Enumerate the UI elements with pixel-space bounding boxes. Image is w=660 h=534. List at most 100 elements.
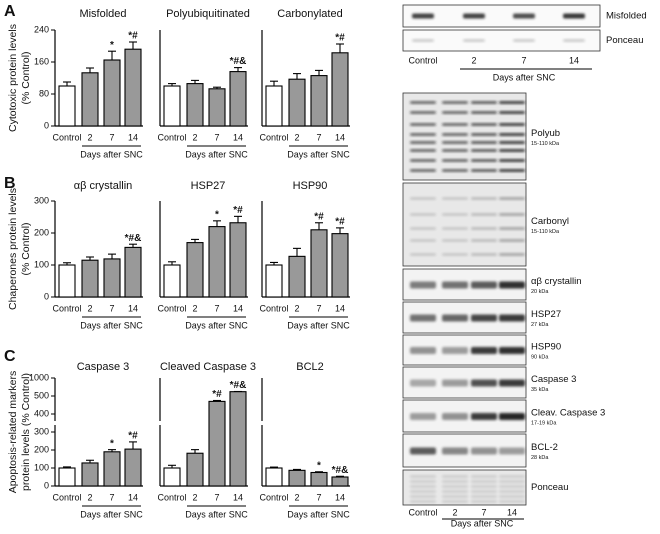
- blot-band: [499, 239, 525, 242]
- panel-title: Misfolded: [79, 8, 126, 20]
- blot-band: [499, 281, 525, 289]
- lane-label: 14: [507, 507, 517, 517]
- blot-label: Cleav. Caspase 3: [531, 408, 605, 419]
- blot-size: 35 kDa: [531, 387, 549, 393]
- x-axis-label: Days after SNC: [287, 149, 350, 159]
- y-axis-label: protein levels (% Control): [20, 373, 32, 491]
- blot-band: [442, 495, 468, 498]
- blot-size: 90 kDa: [531, 354, 549, 360]
- x-tick-label: Control: [157, 132, 186, 142]
- blot-band: [471, 101, 497, 104]
- y-tick-label: 0: [44, 480, 49, 490]
- x-tick-label: 14: [128, 303, 138, 313]
- x-tick-label: 2: [192, 303, 197, 313]
- blot-label: HSP90: [531, 342, 561, 353]
- y-axis-label: Chaperones protein levels: [7, 188, 19, 310]
- blot-band: [499, 213, 525, 216]
- blot-band: [442, 133, 468, 136]
- blot-band: [442, 379, 468, 387]
- y-tick-label: 200: [34, 227, 49, 237]
- y-tick-label: 1000: [29, 372, 49, 382]
- blot-label: HSP27: [531, 309, 561, 320]
- blot-band: [412, 39, 434, 42]
- blot-band: [499, 447, 525, 455]
- bar: [331, 52, 349, 127]
- x-axis-label: Days after SNC: [185, 320, 248, 330]
- y-tick-label: 0: [44, 120, 49, 130]
- x-tick-label: 14: [128, 492, 138, 502]
- blot-label: Polyub: [531, 128, 560, 139]
- blot-frame: [402, 182, 527, 267]
- blot-band: [563, 13, 585, 19]
- blot-band: [471, 123, 497, 126]
- blot-band: [563, 39, 585, 42]
- blot-band: [499, 413, 525, 420]
- blot-band: [471, 490, 497, 493]
- blot-band: [410, 197, 436, 200]
- blot-band: [471, 475, 497, 478]
- bar: [58, 264, 76, 298]
- lane-axis-label: Days after SNC: [493, 72, 556, 82]
- blot-band: [499, 490, 525, 493]
- lane-label: Control: [408, 55, 437, 65]
- blot-band: [442, 239, 468, 242]
- bar: [58, 467, 76, 487]
- blot-band: [442, 413, 468, 420]
- blot-band: [463, 13, 485, 19]
- blot-band: [499, 475, 525, 478]
- blot-band: [410, 133, 436, 136]
- bar: [163, 264, 181, 298]
- bar: [310, 229, 328, 298]
- blot-frame: [402, 29, 601, 52]
- blot-band: [499, 123, 525, 126]
- x-tick-label: 7: [214, 132, 219, 142]
- x-axis-label: Days after SNC: [80, 320, 143, 330]
- blot-band: [410, 495, 436, 498]
- x-tick-label: 14: [233, 303, 243, 313]
- bar: [288, 469, 306, 487]
- bar: [229, 71, 247, 127]
- bar: [103, 59, 121, 127]
- bar: [103, 258, 121, 298]
- significance-label: *: [110, 438, 114, 449]
- blot-band: [410, 480, 436, 483]
- panel-title: Cleaved Caspase 3: [160, 361, 256, 373]
- blot-label: Carbonyl: [531, 216, 569, 227]
- blot-band: [442, 213, 468, 216]
- x-tick-label: Control: [52, 132, 81, 142]
- significance-label: *#: [212, 389, 222, 400]
- blot-band: [499, 227, 525, 230]
- blot-band: [442, 169, 468, 172]
- blot-band: [410, 347, 436, 354]
- x-axis-label: Days after SNC: [287, 320, 350, 330]
- bar: [208, 400, 226, 487]
- blot-size: 15-110 kDa: [531, 141, 560, 147]
- bar: [265, 264, 283, 298]
- blot-band: [463, 39, 485, 42]
- blot-band: [410, 169, 436, 172]
- y-tick-label: 200: [34, 444, 49, 454]
- blot-band: [471, 141, 497, 144]
- y-axis-label: Cytotoxic protein levels: [7, 24, 19, 132]
- blot-band: [410, 413, 436, 420]
- bar: [186, 242, 204, 298]
- bar: [81, 72, 99, 127]
- blot-band: [410, 314, 436, 322]
- y-tick-label: 100: [34, 462, 49, 472]
- blot-frame: [402, 92, 527, 181]
- blot-band: [410, 490, 436, 493]
- blot-band: [471, 495, 497, 498]
- blot-band: [471, 159, 497, 162]
- blot-band: [499, 347, 525, 354]
- blot-size: 27 kDa: [531, 322, 549, 328]
- significance-label: *: [317, 460, 321, 471]
- blot-band: [410, 475, 436, 478]
- x-tick-label: 14: [335, 492, 345, 502]
- blot-band: [471, 227, 497, 230]
- blot-band: [410, 500, 436, 503]
- blot-label: BCL-2: [531, 442, 558, 453]
- x-tick-label: 7: [109, 492, 114, 502]
- significance-label: *: [215, 209, 219, 220]
- x-axis-label: Days after SNC: [185, 149, 248, 159]
- bar: [310, 471, 328, 487]
